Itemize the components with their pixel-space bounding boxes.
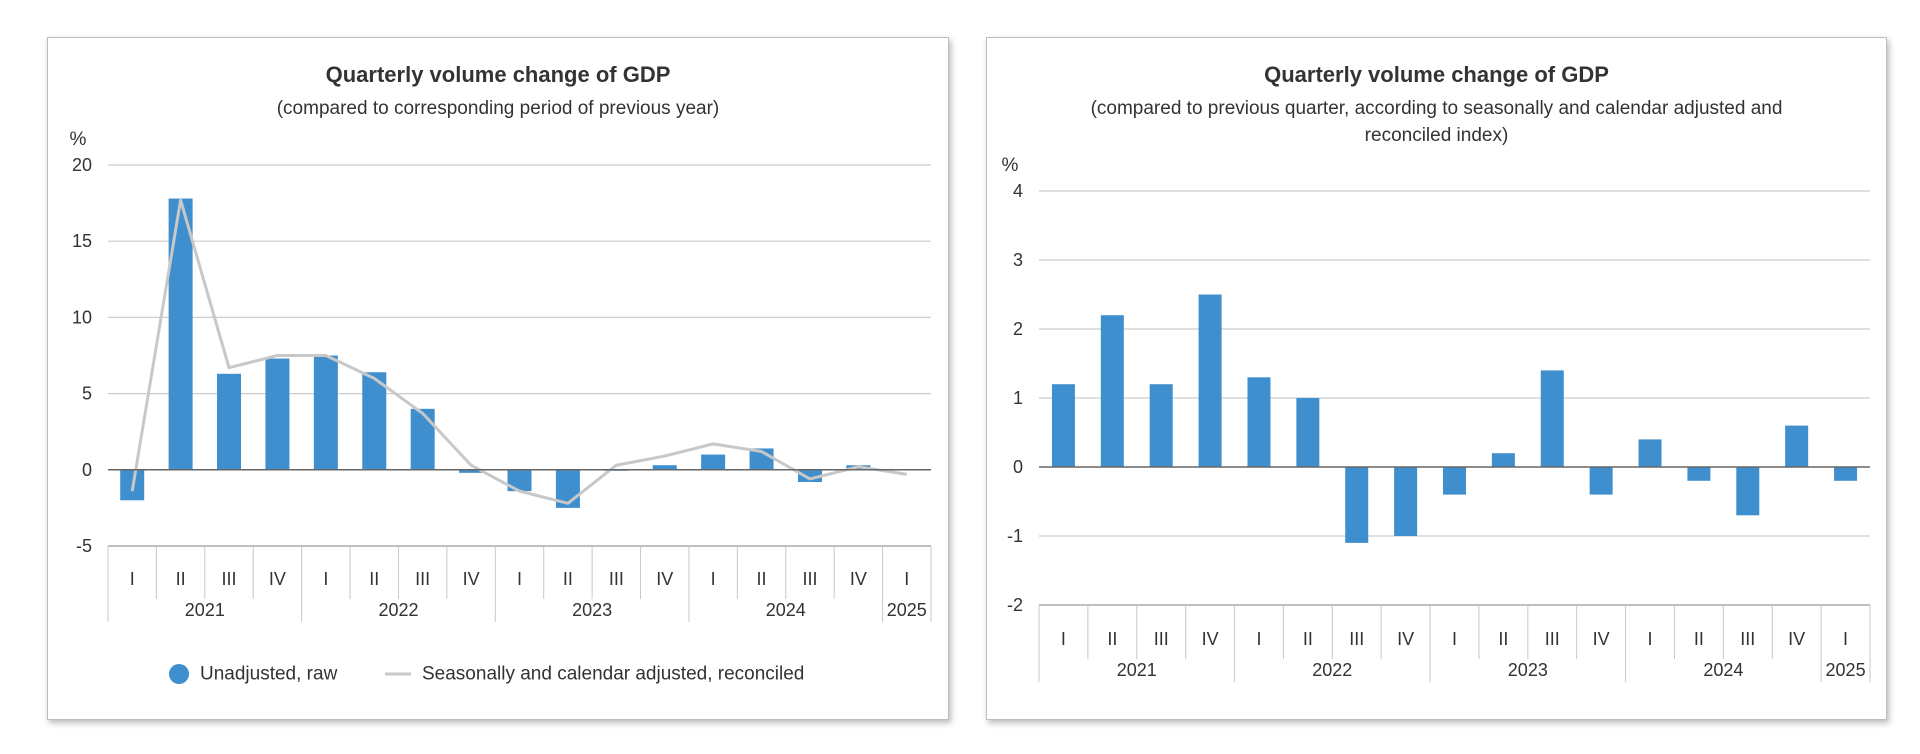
x-tick-label: IV: [1788, 629, 1805, 649]
year-label: 2021: [1117, 660, 1157, 680]
x-tick-label: II: [1303, 629, 1313, 649]
chart-subtitle: reconciled index): [1365, 125, 1509, 146]
data-bar: [459, 469, 484, 473]
data-bar: [1638, 439, 1662, 467]
y-tick-label: -2: [1007, 595, 1023, 615]
series-line: [130, 198, 908, 505]
x-tick-label: III: [1349, 629, 1364, 649]
x-tick-label: III: [415, 569, 430, 589]
y-tick-label: 10: [72, 307, 92, 327]
chart-panel-quarterly: Quarterly volume change of GDP (compared …: [986, 37, 1887, 720]
data-bar: [1540, 370, 1564, 467]
y-tick-label: 20: [72, 155, 92, 175]
data-bar: [265, 358, 290, 470]
data-bar: [1589, 467, 1613, 495]
year-label: 2022: [1312, 660, 1352, 680]
year-label: 2024: [1703, 660, 1743, 680]
data-bar: [217, 373, 242, 470]
chart-title: Quarterly volume change of GDP: [1264, 62, 1609, 87]
x-tick-label: II: [1694, 629, 1704, 649]
chart-subtitle: (compared to corresponding period of pre…: [277, 98, 720, 119]
data-bar: [1736, 467, 1760, 516]
y-tick-label: 1: [1013, 388, 1023, 408]
x-tick-label: II: [757, 569, 767, 589]
y-tick-label: 15: [72, 231, 92, 251]
x-tick-label: III: [1740, 629, 1755, 649]
y-tick-label: 4: [1013, 181, 1023, 201]
data-bar: [1834, 467, 1858, 481]
chart-quarterly-svg: Quarterly volume change of GDP (compared …: [1002, 62, 1871, 682]
data-bar: [1785, 425, 1809, 467]
legend-label: Seasonally and calendar adjusted, reconc…: [422, 664, 804, 685]
chart-subtitle: (compared to previous quarter, according…: [1091, 98, 1783, 119]
x-tick-label: I: [904, 569, 909, 589]
year-label: 2025: [1826, 660, 1866, 680]
x-tick-label: I: [1648, 629, 1653, 649]
x-tick-label: I: [517, 569, 522, 589]
data-bar: [1345, 467, 1369, 543]
year-label: 2024: [766, 600, 806, 620]
data-bar: [1198, 294, 1222, 467]
y-tick-label: 0: [82, 460, 92, 480]
legend-marker-bar: [169, 664, 189, 684]
x-tick-label: I: [1843, 629, 1848, 649]
data-bar: [1149, 384, 1173, 467]
x-tick-label: II: [176, 569, 186, 589]
x-tick-label: IV: [850, 569, 867, 589]
x-tick-label: IV: [269, 569, 286, 589]
x-tick-label: III: [1154, 629, 1169, 649]
y-tick-label: -1: [1007, 526, 1023, 546]
data-bar: [1394, 467, 1418, 536]
chart-title: Quarterly volume change of GDP: [326, 62, 671, 87]
y-tick-label: 3: [1013, 250, 1023, 270]
x-tick-label: I: [130, 569, 135, 589]
x-tick-label: IV: [1397, 629, 1414, 649]
data-bar: [1051, 384, 1075, 467]
data-bar: [1491, 453, 1515, 467]
y-axis-label: %: [1002, 155, 1019, 176]
legend-label: Unadjusted, raw: [200, 664, 338, 685]
x-tick-label: III: [802, 569, 817, 589]
x-tick-label: III: [1545, 629, 1560, 649]
data-bar: [1687, 467, 1711, 481]
year-label: 2022: [378, 600, 418, 620]
y-tick-label: -5: [76, 536, 92, 556]
data-bar: [1100, 315, 1124, 467]
data-bar: [701, 454, 726, 470]
data-bar: [1247, 377, 1271, 467]
chart-annual-svg: Quarterly volume change of GDP (compared …: [70, 62, 932, 685]
x-tick-label: I: [1256, 629, 1261, 649]
y-tick-label: 0: [1013, 457, 1023, 477]
year-label: 2023: [1508, 660, 1548, 680]
data-bar: [652, 465, 677, 470]
data-bar: [313, 355, 338, 470]
year-label: 2021: [185, 600, 225, 620]
data-bar: [1296, 398, 1320, 467]
x-tick-label: II: [369, 569, 379, 589]
chart-panel-annual: Quarterly volume change of GDP (compared …: [47, 37, 949, 720]
x-tick-label: II: [1498, 629, 1508, 649]
y-axis-label: %: [70, 129, 87, 150]
data-bar: [362, 372, 387, 470]
data-bar: [1443, 467, 1466, 495]
x-tick-label: I: [323, 569, 328, 589]
x-tick-label: IV: [656, 569, 673, 589]
x-tick-label: IV: [463, 569, 480, 589]
x-tick-label: II: [1107, 629, 1117, 649]
x-tick-label: III: [222, 569, 237, 589]
x-tick-label: I: [1452, 629, 1457, 649]
data-bar: [168, 198, 193, 470]
x-tick-label: IV: [1202, 629, 1219, 649]
data-bar: [410, 408, 435, 470]
x-tick-label: II: [563, 569, 573, 589]
x-tick-label: III: [609, 569, 624, 589]
y-tick-label: 2: [1013, 319, 1023, 339]
year-label: 2023: [572, 600, 612, 620]
x-tick-label: IV: [1593, 629, 1610, 649]
data-bar: [507, 469, 532, 492]
x-tick-label: I: [711, 569, 716, 589]
x-tick-label: I: [1061, 629, 1066, 649]
y-tick-label: 5: [82, 384, 92, 404]
year-label: 2025: [887, 600, 927, 620]
